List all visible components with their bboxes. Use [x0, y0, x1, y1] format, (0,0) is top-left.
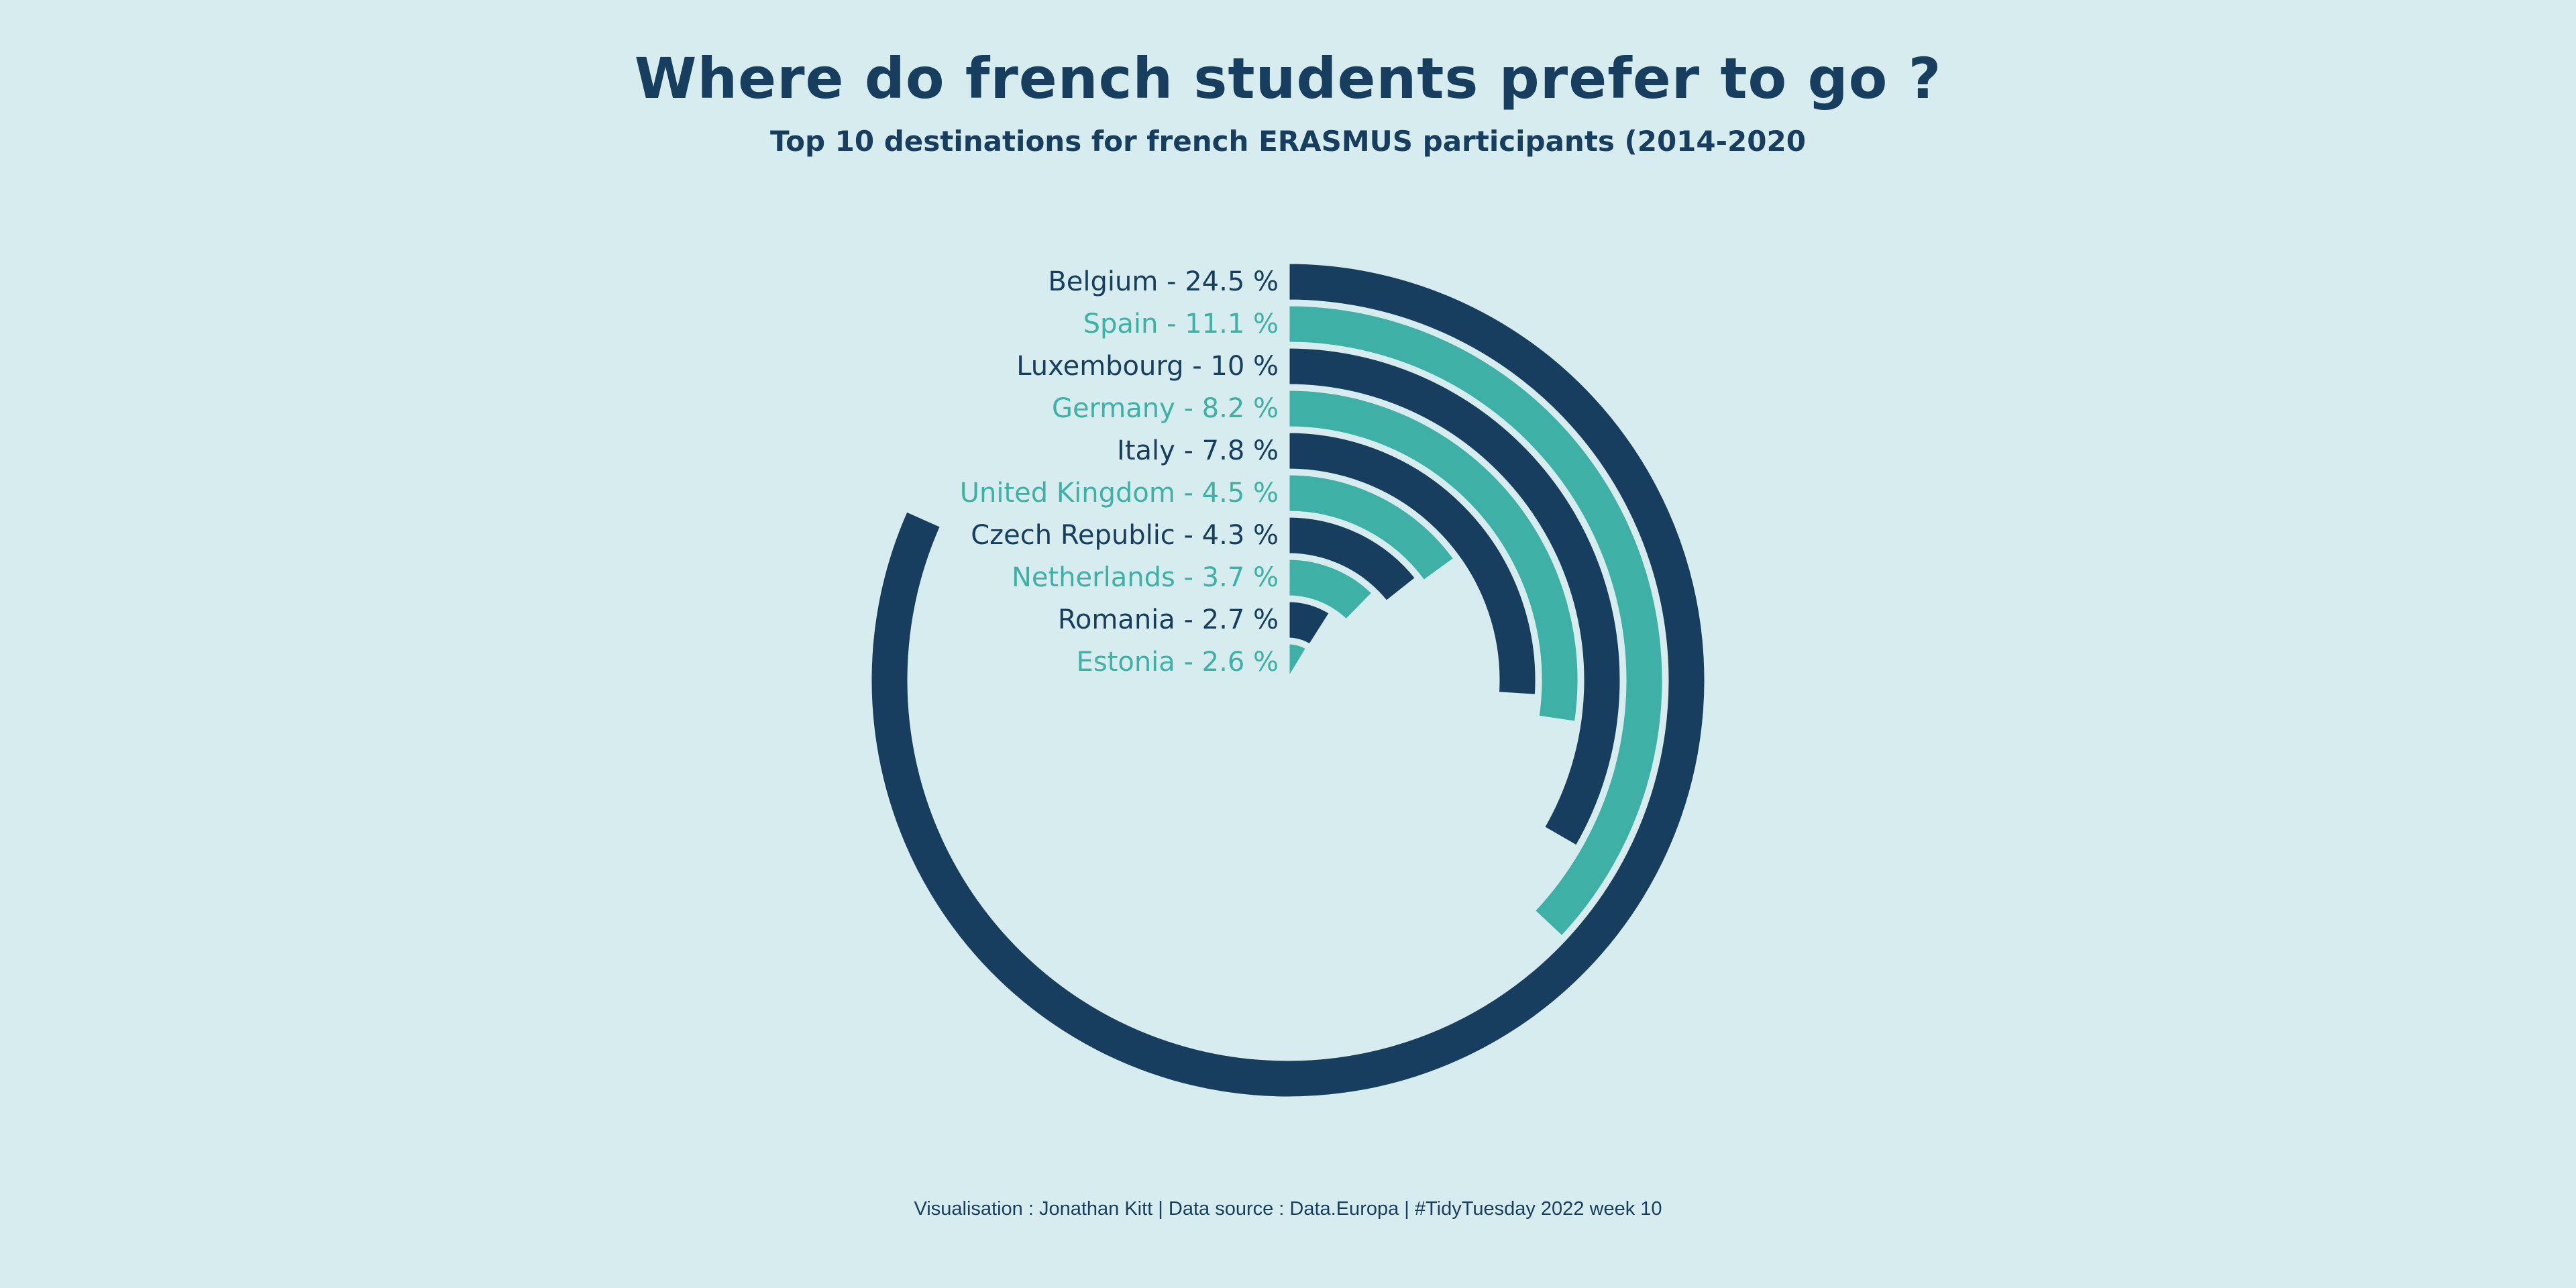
bar-united-kingdom [1286, 472, 1458, 584]
chart-subtitle: Top 10 destinations for french ERASMUS p… [770, 125, 1806, 158]
bar-estonia [1286, 641, 1310, 686]
label-romania: Romania - 2.7 % [1058, 604, 1279, 635]
bar-belgium [868, 260, 1708, 1100]
label-united-kingdom: United Kingdom - 4.5 % [960, 478, 1279, 508]
label-netherlands: Netherlands - 3.7 % [1012, 562, 1279, 593]
bar-netherlands [1286, 556, 1376, 623]
label-germany: Germany - 8.2 % [1052, 393, 1279, 424]
label-italy: Italy - 7.8 % [1117, 435, 1279, 466]
bars-group [868, 260, 1708, 1100]
bar-romania [1286, 598, 1334, 648]
bar-germany [1286, 387, 1581, 725]
chart-title: Where do french students prefer to go ? [634, 46, 1942, 111]
bar-italy [1286, 429, 1539, 698]
label-belgium: Belgium - 24.5 % [1048, 266, 1279, 297]
bar-spain [1286, 303, 1666, 940]
chart-caption: Visualisation : Jonathan Kitt | Data sou… [914, 1198, 1662, 1220]
bar-czech-republic [1286, 514, 1419, 605]
label-spain: Spain - 11.1 % [1083, 309, 1279, 339]
label-luxembourg: Luxembourg - 10 % [1016, 351, 1279, 382]
labels-group: Belgium - 24.5 % Spain - 11.1 % Luxembourg… [960, 266, 1279, 678]
label-estonia: Estonia - 2.6 % [1077, 647, 1279, 678]
label-czech-republic: Czech Republic - 4.3 % [971, 520, 1279, 551]
bar-luxembourg [1286, 345, 1623, 849]
